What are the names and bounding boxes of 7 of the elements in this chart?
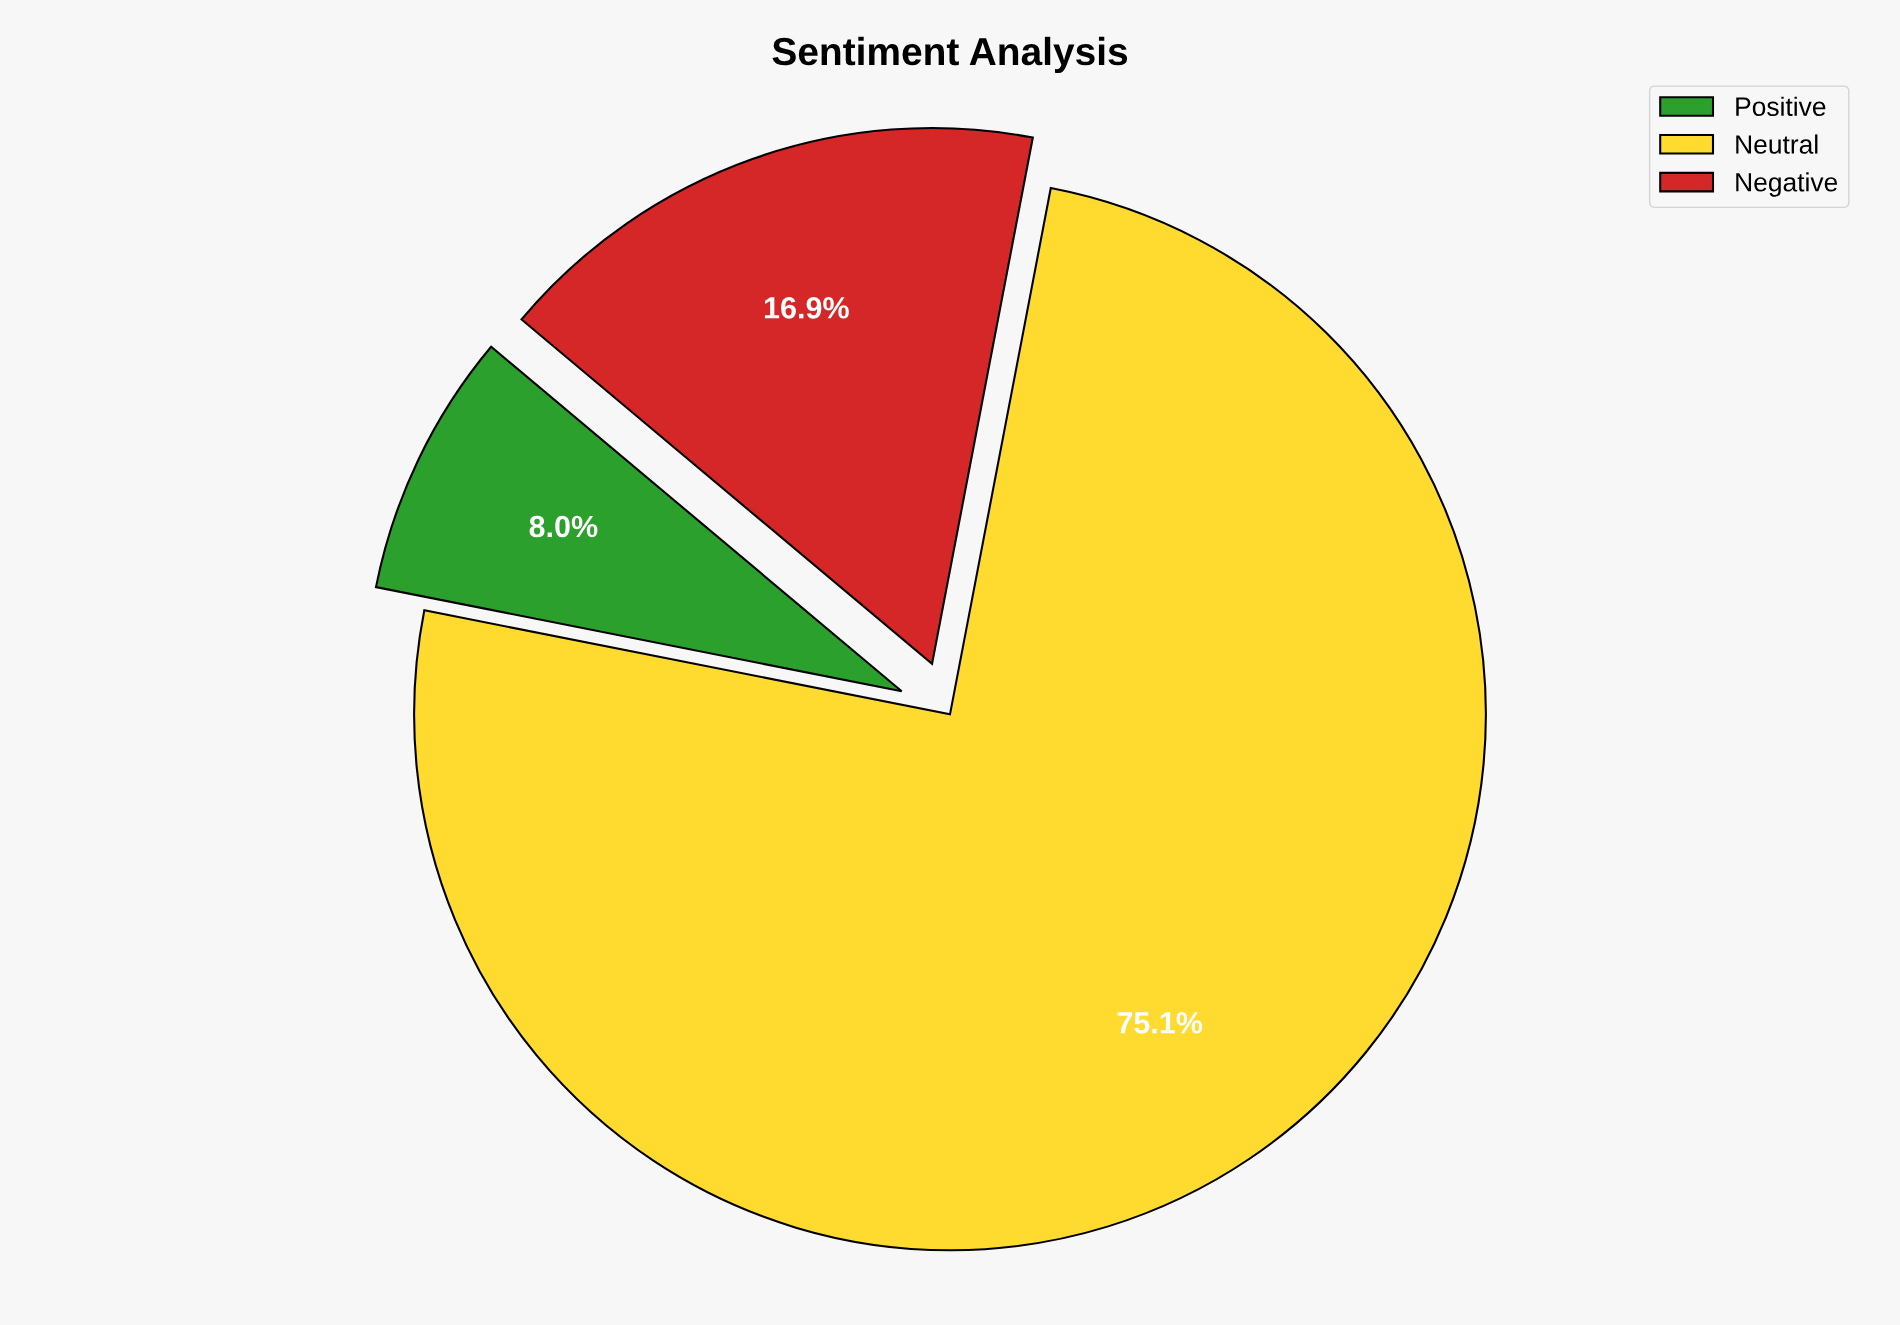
legend-label: Negative	[1736, 172, 1838, 197]
legend-label: Positive	[1736, 96, 1826, 117]
data-label: 16.9%	[764, 297, 849, 319]
legend-label: Neutral	[1736, 134, 1818, 154]
chart-title: Sentiment Analysis	[772, 36, 1128, 74]
data-label: 75.1%	[1117, 1012, 1203, 1034]
data-label: 8.0%	[529, 515, 598, 538]
